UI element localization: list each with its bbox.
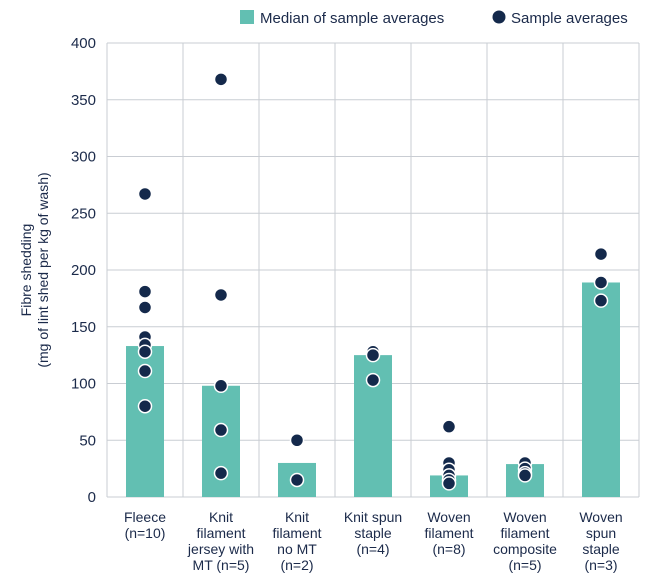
y-axis-title: Fibre shedding(mg of lint shed per kg of… <box>18 172 51 367</box>
category-label-line: filament <box>272 525 321 541</box>
category-label: Fleece (n=10) <box>124 509 166 541</box>
category-label: Woven filament composite (n=5) <box>493 509 557 573</box>
sample-point <box>441 476 457 491</box>
legend-label-median: Median of sample averages <box>260 10 444 27</box>
category-label: Knit filament jersey with MT (n=5) <box>187 509 254 573</box>
sample-points <box>137 72 609 491</box>
y-axis-title-text: Fibre shedding(mg of lint shed per kg of… <box>18 172 51 367</box>
category-label: Woven filament (n=8) <box>424 509 473 557</box>
category-label-line: (n=2) <box>280 557 313 573</box>
category-label-line: spun <box>586 525 616 541</box>
category-label-line: filament <box>500 525 549 541</box>
legend: Median of sample averages Sample average… <box>240 10 628 27</box>
sample-point <box>441 419 457 434</box>
y-axis-title-line: (mg of lint shed per kg of wash) <box>35 172 51 367</box>
sample-point <box>213 378 229 394</box>
sample-point <box>137 344 153 359</box>
category-label-line: composite <box>493 541 557 557</box>
category-label-line: filament <box>196 525 245 541</box>
category-label: Knit filament no MT (n=2) <box>272 509 321 573</box>
y-tick-label: 400 <box>71 35 96 52</box>
category-label-line: (n=3) <box>584 557 617 573</box>
y-tick-label: 50 <box>79 432 96 449</box>
category-label-line: (n=8) <box>432 541 465 557</box>
category-label-line: staple <box>582 541 620 557</box>
category-label-line: (n=5) <box>508 557 541 573</box>
category-label-line: Woven <box>427 509 470 525</box>
y-tick-label: 100 <box>71 376 96 393</box>
sample-point <box>137 398 153 414</box>
y-axis-title-line: Fibre shedding <box>18 224 34 317</box>
sample-point <box>213 72 229 87</box>
sample-point <box>213 287 229 303</box>
category-label-line: no MT <box>277 541 317 557</box>
sample-point <box>593 246 609 262</box>
category-label-line: staple <box>354 525 392 541</box>
category-label-line: Knit <box>209 509 233 525</box>
sample-point <box>289 433 305 448</box>
category-label-line: jersey with <box>187 541 254 557</box>
legend-swatch-samples <box>492 10 506 24</box>
sample-point <box>213 465 229 481</box>
sample-point <box>593 275 609 290</box>
sample-point <box>137 186 153 202</box>
sample-point <box>517 468 533 483</box>
sample-point <box>365 372 381 388</box>
y-tick-label: 0 <box>88 489 96 506</box>
y-tick-label: 300 <box>71 149 96 166</box>
category-label: Knit spun staple (n=4) <box>344 509 402 557</box>
category-label-line: Knit spun <box>344 509 402 525</box>
sample-point <box>137 363 153 379</box>
category-labels: Fleece (n=10)Knit filament jersey with MT (n… <box>124 509 623 573</box>
category-label-line: (n=4) <box>356 541 389 557</box>
bar <box>582 282 620 497</box>
y-tick-label: 150 <box>71 319 96 336</box>
category-label-line: filament <box>424 525 473 541</box>
category-label: Woven spun staple (n=3) <box>579 509 622 573</box>
legend-swatch-median <box>240 10 254 24</box>
category-label-line: (n=10) <box>125 525 166 541</box>
sample-point <box>137 300 153 315</box>
category-label-line: MT (n=5) <box>193 557 250 573</box>
sample-point <box>593 293 609 308</box>
category-label-line: Woven <box>579 509 622 525</box>
sample-point <box>137 284 153 299</box>
y-tick-label: 250 <box>71 205 96 222</box>
bars <box>126 282 620 497</box>
legend-label-samples: Sample averages <box>511 10 628 27</box>
y-tick-label: 350 <box>71 92 96 109</box>
category-label-line: Woven <box>503 509 546 525</box>
grid <box>106 42 640 498</box>
y-tick-labels: 0 50 100 150 200 250 300 350 400 <box>71 35 96 506</box>
category-label-line: Fleece <box>124 509 166 525</box>
sample-point <box>289 472 305 488</box>
category-label-line: Knit <box>285 509 309 525</box>
sample-point <box>365 347 381 363</box>
y-tick-label: 200 <box>71 262 96 279</box>
sample-point <box>213 422 229 438</box>
